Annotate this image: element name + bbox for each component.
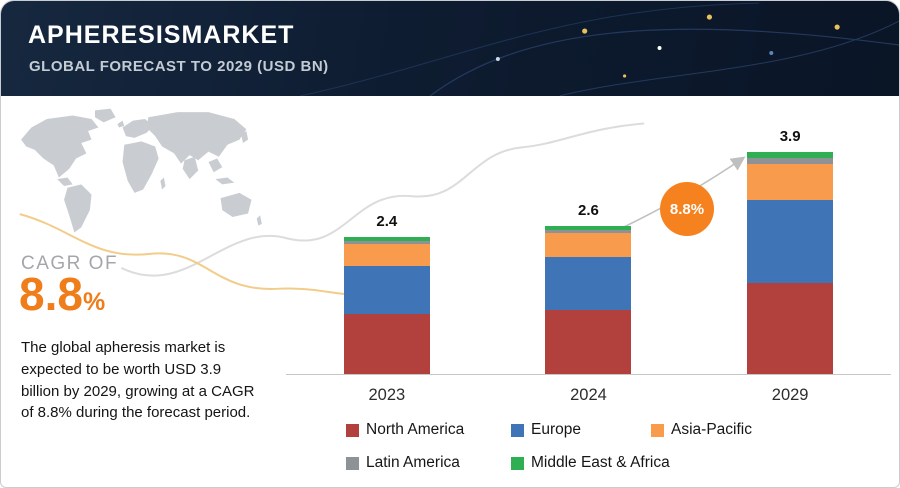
bar-total-label-2024: 2.6 [578, 201, 599, 219]
header-banner: APHERESISMARKET GLOBAL FORECAST TO 2029 … [1, 1, 899, 96]
legend-swatch-middle-east-africa [511, 456, 524, 470]
bar-segment-north-america [747, 282, 834, 374]
bar-segment-north-america [545, 310, 632, 374]
bar-group-2024: 2.6 [545, 201, 632, 374]
bar-segment-north-america [343, 314, 430, 374]
bar-segment-asia-pacific [343, 244, 430, 266]
legend-label-latin-america: Latin America [366, 454, 460, 471]
bar-segment-europe [343, 265, 430, 315]
forecast-description: The global apheresis market is expected … [21, 339, 255, 422]
x-axis-labels: 2023 2024 2029 [286, 374, 891, 405]
bar-segment-asia-pacific [747, 163, 834, 201]
x-axis-label-2029: 2029 [771, 386, 809, 404]
bar-segment-middle-east-africa [747, 151, 834, 159]
cagr-value: 8.8% [19, 269, 105, 320]
legend-item-asia-pacific: Asia-Pacific [651, 421, 831, 439]
bar-stack-2029 [747, 151, 834, 374]
legend-swatch-latin-america [346, 456, 359, 470]
legend-item-north-america: North America [346, 421, 511, 439]
page-subtitle: GLOBAL FORECAST TO 2029 (USD BN) [29, 58, 329, 75]
page-title: APHERESISMARKET [28, 21, 295, 49]
growth-rate-badge: 8.8% [660, 182, 714, 236]
legend-item-latin-america: Latin America [346, 454, 511, 472]
bar-group-2029: 3.9 [747, 127, 834, 374]
bar-total-label-2023: 2.4 [376, 213, 398, 231]
legend-label-middle-east-africa: Middle East & Africa [531, 454, 670, 471]
bar-total-label-2029: 3.9 [779, 127, 801, 145]
legend-swatch-europe [511, 423, 524, 437]
stacked-bar-chart: 2.4 2.6 3.9 2023 2024 2029 [286, 106, 891, 406]
legend-swatch-north-america [346, 423, 359, 437]
bar-stack-2024 [545, 225, 632, 374]
bar-group-2023: 2.4 [343, 213, 430, 374]
legend-label-north-america: North America [366, 421, 465, 438]
cagr-number: 8.8 [19, 268, 83, 320]
bar-segment-latin-america [747, 158, 834, 164]
bars-area: 2.4 2.6 3.9 [286, 106, 891, 375]
constellation-graphic [300, 2, 899, 96]
legend-label-europe: Europe [531, 421, 581, 438]
world-map [21, 108, 262, 233]
legend: North America Europe Asia-Pacific Latin Ame… [346, 421, 896, 487]
bar-segment-asia-pacific [545, 233, 632, 258]
x-axis-label-2024: 2024 [570, 386, 607, 404]
bar-segment-europe [545, 257, 632, 311]
legend-swatch-asia-pacific [651, 423, 664, 437]
legend-label-asia-pacific: Asia-Pacific [671, 421, 752, 438]
x-axis-label-2023: 2023 [368, 386, 406, 404]
legend-item-europe: Europe [511, 421, 651, 439]
legend-item-middle-east-africa: Middle East & Africa [511, 454, 731, 472]
bar-segment-europe [747, 200, 834, 283]
cagr-percent-sign: % [82, 288, 106, 316]
bar-stack-2023 [343, 237, 430, 374]
